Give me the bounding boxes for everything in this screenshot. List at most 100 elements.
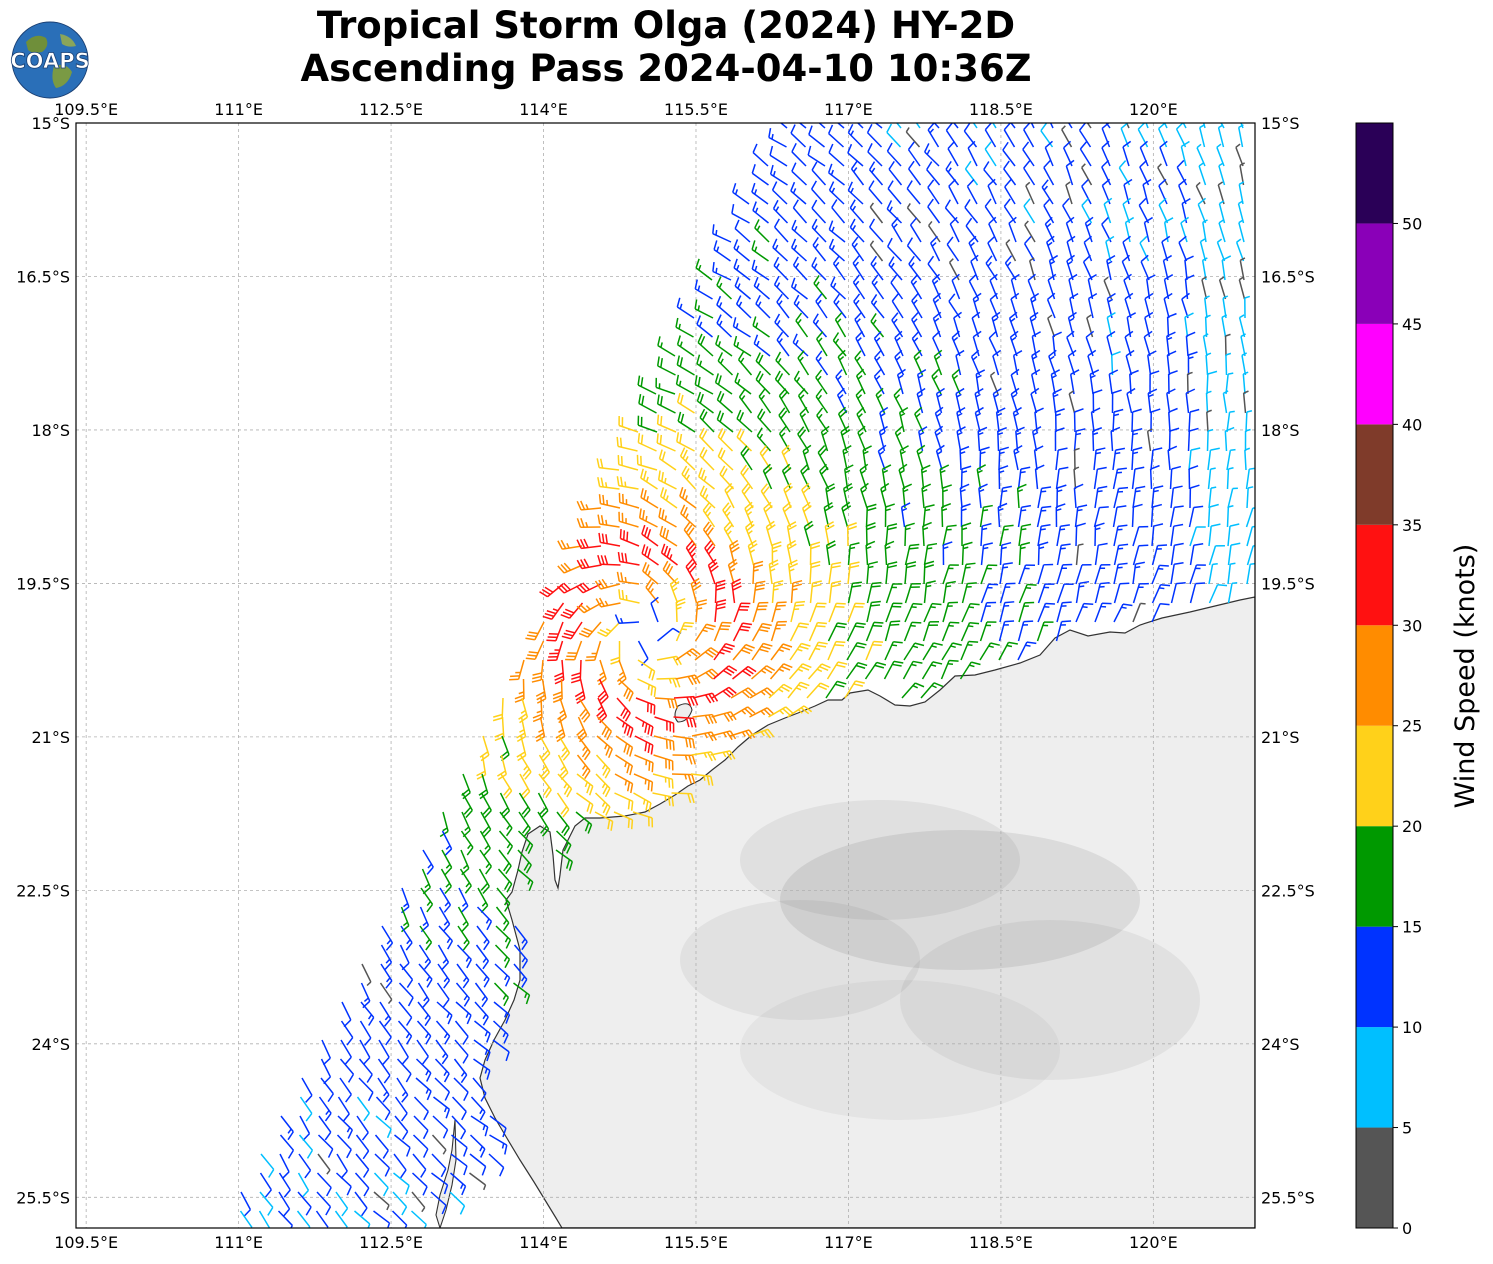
wind-barb — [1245, 410, 1253, 433]
wind-barb — [931, 273, 942, 300]
wind-barb — [884, 540, 895, 566]
wind-barb — [337, 1096, 350, 1122]
wind-barb — [1022, 141, 1035, 167]
colorbar-tick-label: 20 — [1402, 817, 1422, 836]
wind-barb — [1017, 466, 1031, 490]
wind-barb — [731, 203, 750, 224]
wind-barb — [675, 317, 694, 338]
wind-barb — [381, 925, 394, 951]
wind-barb — [578, 621, 602, 638]
wind-barb — [778, 426, 791, 452]
wind-barb — [537, 811, 550, 837]
wind-barb — [788, 663, 812, 680]
wind-barb — [415, 1077, 432, 1101]
wind-barb — [1170, 582, 1186, 604]
wind-barb — [1180, 216, 1190, 243]
wind-barb — [1028, 257, 1036, 281]
wind-barb — [992, 349, 1002, 376]
lat-tick-label-right: 15°S — [1261, 114, 1300, 133]
wind-barb — [754, 219, 770, 243]
wind-barb — [576, 538, 602, 550]
wind-barb — [964, 160, 979, 186]
wind-barb — [939, 464, 950, 490]
wind-barb — [885, 583, 903, 604]
wind-barb — [1246, 486, 1254, 509]
wind-barb — [1047, 273, 1057, 300]
wind-barb — [964, 199, 979, 224]
wind-barb — [379, 1001, 392, 1027]
wind-barb — [748, 728, 775, 739]
wind-barb — [616, 716, 634, 738]
wind-barb — [866, 561, 879, 585]
wind-barb — [435, 1020, 451, 1045]
wind-barb — [1151, 523, 1164, 547]
wind-barb — [811, 180, 826, 205]
wind-barb — [374, 1153, 391, 1177]
wind-barb — [854, 350, 867, 376]
land-shade-blob — [900, 920, 1200, 1080]
wind-barb — [1074, 504, 1088, 528]
wind-barb — [847, 123, 864, 148]
lat-tick-label-left: 19.5°S — [16, 574, 70, 593]
wind-barb — [1052, 388, 1062, 414]
lon-tick-label-bottom: 112.5°E — [359, 1233, 423, 1252]
wind-barb — [1185, 331, 1196, 357]
wind-barb — [480, 792, 492, 818]
colorbar-bin — [1356, 424, 1393, 525]
wind-barb — [557, 539, 583, 550]
wind-barb — [454, 1020, 469, 1045]
wind-barb — [616, 697, 631, 722]
wind-barb — [538, 773, 552, 799]
wind-barb — [734, 277, 751, 300]
wind-barb — [852, 274, 866, 300]
wind-barb — [492, 697, 504, 722]
wind-barb — [1245, 507, 1255, 528]
wind-barb — [1139, 140, 1149, 167]
wind-barb — [1150, 408, 1161, 433]
wind-barb — [815, 369, 828, 395]
wind-barb — [358, 1058, 373, 1083]
wind-barb — [757, 408, 772, 433]
wind-barb — [596, 458, 620, 471]
wind-barb — [852, 255, 865, 281]
wind-barb — [972, 123, 978, 129]
wind-barb — [697, 333, 714, 357]
wind-barb — [951, 330, 961, 357]
wind-barb — [979, 504, 993, 528]
wind-barb — [1150, 503, 1163, 528]
wind-barb — [896, 368, 906, 395]
wind-barb — [1204, 295, 1210, 319]
wind-barb — [802, 444, 812, 471]
lat-tick-label-left: 16.5°S — [16, 267, 70, 286]
wind-barb — [827, 622, 847, 642]
wind-barb — [1124, 292, 1134, 319]
wind-barb — [1023, 198, 1036, 224]
wind-barb — [519, 773, 531, 799]
wind-barb — [1025, 181, 1035, 205]
wind-barb — [792, 199, 808, 224]
wind-barb — [359, 1039, 371, 1065]
wind-barb — [489, 1134, 508, 1155]
wind-barb — [927, 179, 940, 205]
wind-barb — [472, 1077, 487, 1102]
wind-barb — [334, 1210, 348, 1228]
wind-barb — [979, 642, 1000, 661]
wind-barb — [811, 256, 827, 281]
wind-barb — [1195, 181, 1206, 205]
wind-barb — [1244, 295, 1251, 319]
wind-barb — [1068, 273, 1078, 300]
wind-barb — [1037, 523, 1051, 547]
wind-barb — [1189, 526, 1206, 547]
wind-barb — [469, 1172, 487, 1191]
wind-barb — [394, 1096, 408, 1122]
australia-landmass — [479, 596, 1255, 1228]
wind-barb — [1018, 583, 1037, 604]
wind-barb — [379, 982, 393, 1005]
wind-barb — [795, 312, 809, 338]
wind-barb — [865, 540, 876, 566]
wind-barb — [1073, 483, 1084, 509]
colorbar-tick-label: 10 — [1402, 1018, 1422, 1037]
wind-barb — [995, 407, 1006, 433]
wind-barb — [597, 514, 620, 528]
wind-barb — [1147, 350, 1157, 376]
